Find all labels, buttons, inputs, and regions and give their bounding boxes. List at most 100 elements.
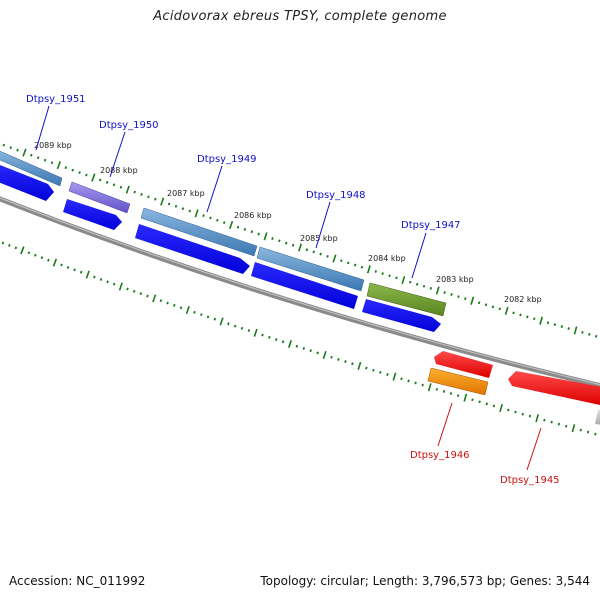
inner-ring-minor-tick	[206, 315, 210, 319]
inner-ring-minor-tick	[471, 398, 474, 402]
outer-ring-minor-tick	[209, 216, 212, 220]
outer-ring-minor-tick	[326, 254, 329, 258]
inner-ring-major-tick	[185, 305, 190, 315]
leader-line-1949	[206, 165, 223, 213]
inner-ring-minor-tick	[73, 268, 76, 272]
gene-feature-dtpsy-1946[interactable]	[427, 367, 489, 396]
cds-arrow-1951[interactable]	[0, 163, 54, 201]
outer-ring-minor-tick	[546, 321, 550, 325]
outer-ring-minor-tick	[50, 161, 54, 165]
gene-label-dtpsy-1951[interactable]: Dtpsy_1951	[26, 94, 86, 105]
leader-line-1950	[109, 131, 126, 178]
outer-ring-minor-tick	[105, 180, 109, 184]
outer-ring-minor-tick	[71, 168, 74, 172]
outer-ring-minor-tick	[560, 325, 563, 329]
inner-ring-minor-tick	[200, 313, 203, 317]
scale-label-2088: 2088 kbp	[100, 166, 138, 175]
scale-label-2083: 2083 kbp	[436, 275, 474, 284]
gene-feature-gray-partial[interactable]	[595, 410, 600, 426]
outer-ring-minor-tick	[147, 195, 150, 199]
outer-ring-major-tick	[56, 161, 61, 170]
inner-ring-minor-tick	[435, 387, 439, 391]
gene-feature-dtpsy-1948[interactable]	[256, 246, 365, 292]
outer-ring-minor-tick	[257, 232, 260, 236]
gene-label-dtpsy-1946[interactable]: Dtpsy_1946	[410, 450, 470, 461]
outer-ring-major-tick	[332, 254, 337, 263]
gene-label-dtpsy-1947[interactable]: Dtpsy_1947	[401, 220, 461, 231]
outer-ring-minor-tick	[443, 291, 446, 294]
inner-ring-minor-tick	[99, 278, 103, 281]
gene-label-dtpsy-1949[interactable]: Dtpsy_1949	[197, 154, 257, 165]
outer-ring-minor-tick	[119, 185, 123, 189]
inner-ring-minor-tick	[407, 379, 410, 383]
outer-ring-major-tick	[504, 306, 509, 315]
cds-arrow-1950[interactable]	[63, 199, 122, 230]
outer-ring-minor-tick	[98, 178, 102, 182]
inner-ring-minor-tick	[27, 251, 31, 255]
inner-ring-minor-tick	[14, 246, 18, 250]
outer-ring-minor-tick	[36, 156, 40, 160]
inner-ring-minor-tick	[213, 317, 217, 321]
inner-ring-minor-tick	[514, 410, 517, 414]
genome-backbone	[0, 196, 600, 389]
cds-arrow-1948[interactable]	[251, 262, 358, 309]
inner-ring-minor-tick	[586, 430, 590, 434]
outer-ring-minor-tick	[291, 243, 295, 247]
gene-label-dtpsy-1950[interactable]: Dtpsy_1950	[99, 120, 159, 131]
gene-label-dtpsy-1945[interactable]: Dtpsy_1945	[500, 475, 560, 486]
inner-ring-minor-tick	[528, 414, 532, 418]
inner-ring-major-tick	[85, 270, 90, 279]
inner-ring-minor-tick	[247, 329, 251, 332]
inner-ring-minor-tick	[442, 390, 446, 393]
inner-ring-minor-tick	[521, 412, 524, 416]
inner-ring-major-tick	[253, 328, 258, 337]
inner-ring-minor-tick	[543, 418, 546, 422]
outer-ring-minor-tick	[415, 282, 419, 286]
inner-ring-minor-tick	[179, 306, 183, 310]
inner-ring-minor-tick	[579, 428, 582, 432]
cds-arrow-1949[interactable]	[135, 224, 250, 274]
outer-ring-minor-tick	[381, 272, 384, 276]
outer-ring-minor-tick	[188, 209, 192, 213]
inner-ring-minor-tick	[302, 347, 306, 350]
inner-ring-major-tick	[288, 339, 292, 349]
inner-ring-minor-tick	[112, 282, 116, 286]
inner-ring-minor-tick	[337, 358, 340, 361]
outer-ring-minor-tick	[491, 305, 495, 309]
leader-line-1951	[35, 105, 50, 151]
outer-ring-minor-tick	[388, 274, 391, 278]
gene-feature-dtpsy-1945[interactable]	[508, 371, 600, 405]
outer-ring-minor-tick	[140, 193, 143, 196]
scale-label-2084: 2084 kbp	[368, 254, 406, 263]
outer-ring-minor-tick	[112, 183, 116, 187]
inner-ring-major-tick	[571, 424, 576, 433]
inner-ring-major-tick	[427, 383, 432, 392]
gene-feature-dtpsy-1949[interactable]	[140, 207, 258, 257]
scale-label-2086: 2086 kbp	[234, 211, 272, 220]
inner-ring-minor-tick	[456, 394, 460, 398]
gene-feature-dtpsy-1951[interactable]	[0, 149, 63, 187]
gene-label-dtpsy-1948[interactable]: Dtpsy_1948	[306, 190, 366, 201]
outer-ring-minor-tick	[464, 297, 467, 301]
outer-ring-minor-tick	[477, 301, 481, 305]
outer-ring-major-tick	[401, 275, 406, 285]
inner-ring-minor-tick	[414, 381, 417, 385]
leader-line-1945	[526, 427, 542, 471]
inner-ring-minor-tick	[507, 408, 510, 412]
outer-ring-minor-tick	[457, 295, 460, 299]
inner-ring-minor-tick	[478, 400, 481, 404]
leader-line-1946	[437, 402, 453, 447]
outer-ring-minor-tick	[202, 214, 205, 218]
outer-tick-ring	[2, 143, 598, 338]
inner-ring-minor-tick	[400, 377, 403, 381]
outer-ring-major-tick	[298, 243, 302, 252]
outer-ring-minor-tick	[2, 143, 6, 147]
outer-ring-minor-tick	[450, 293, 453, 296]
inner-ring-minor-tick	[132, 289, 136, 293]
inner-ring-major-tick	[219, 317, 224, 326]
cds-arrow-1947[interactable]	[362, 299, 441, 332]
gene-feature-dtpsy-1950[interactable]	[68, 181, 131, 214]
cds-arrow-1946[interactable]	[434, 351, 493, 378]
gene-feature-dtpsy-1947[interactable]	[366, 282, 447, 317]
inner-ring-minor-tick	[565, 424, 568, 428]
